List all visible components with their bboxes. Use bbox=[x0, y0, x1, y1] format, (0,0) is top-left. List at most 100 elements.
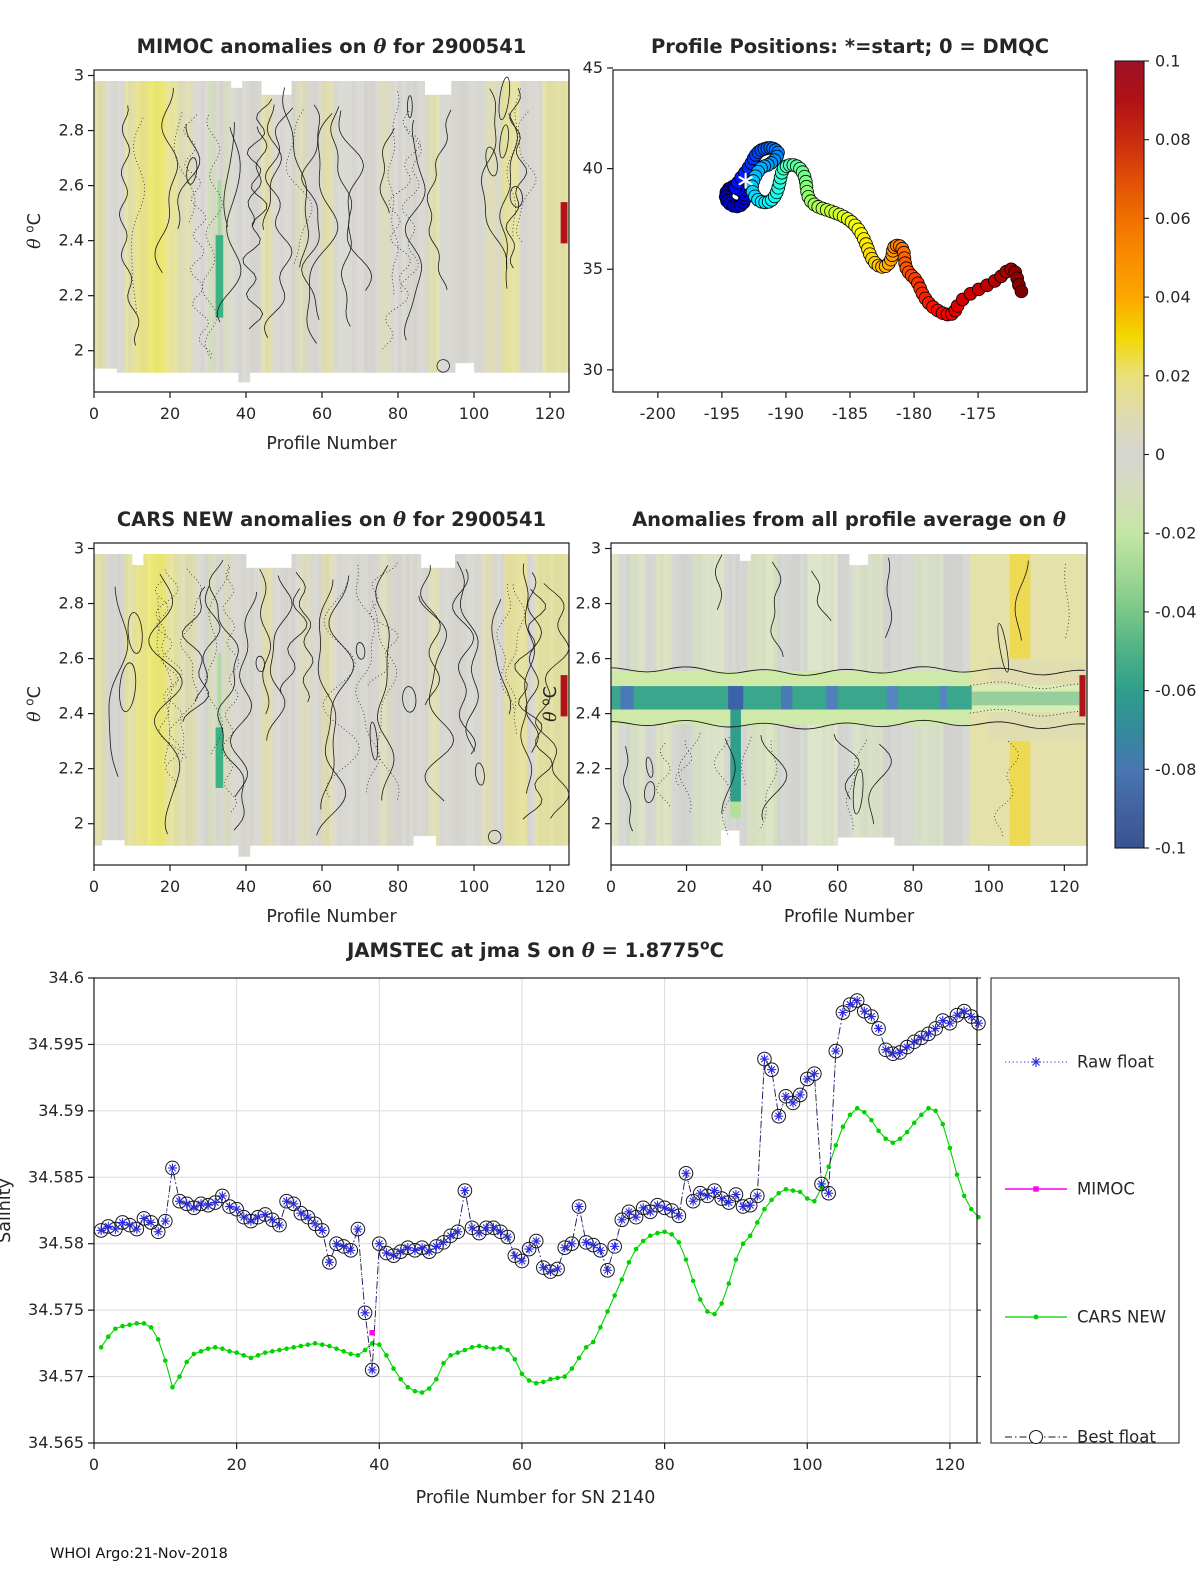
raw-float-asterisk bbox=[96, 1225, 106, 1236]
asterisk-stroke bbox=[539, 1263, 547, 1272]
x-tick-label: 0 bbox=[89, 1455, 99, 1474]
raw-float-asterisk bbox=[560, 1243, 570, 1253]
raw-float-asterisk bbox=[745, 1200, 755, 1210]
y-tick-label: 2.6 bbox=[59, 649, 84, 668]
raw-float-asterisk bbox=[816, 1179, 827, 1189]
raw-float-asterisk bbox=[331, 1239, 342, 1249]
x-tick-label: 100 bbox=[459, 404, 490, 423]
contour-solid bbox=[535, 583, 570, 819]
contour-blob bbox=[852, 768, 864, 815]
heat-col bbox=[101, 81, 106, 369]
asterisk-stroke bbox=[111, 1225, 120, 1233]
asterisk-stroke bbox=[760, 1055, 769, 1063]
cars-new-dot bbox=[954, 1172, 960, 1177]
contour-blob bbox=[498, 76, 511, 121]
contour-solid bbox=[514, 588, 553, 820]
asterisk-stroke bbox=[874, 1024, 883, 1033]
heat-overlay bbox=[781, 686, 793, 710]
cars-new-dot bbox=[398, 1376, 403, 1382]
heat-col bbox=[420, 567, 425, 837]
heat-col bbox=[143, 554, 148, 846]
cars-new-dot bbox=[441, 1360, 446, 1366]
heat-col bbox=[458, 81, 463, 364]
asterisk-stroke bbox=[632, 1213, 640, 1221]
heat-col bbox=[428, 94, 433, 373]
raw-float-asterisk bbox=[923, 1029, 934, 1039]
heat-col bbox=[352, 81, 357, 373]
y-tick-label: 34.58 bbox=[38, 1234, 84, 1253]
contour-solid bbox=[118, 105, 140, 346]
heat-overlay bbox=[728, 686, 744, 710]
heat-col bbox=[542, 554, 547, 846]
contour-blob bbox=[255, 655, 266, 673]
cars-new-dot bbox=[284, 1346, 289, 1351]
x-tick-label: 40 bbox=[752, 877, 772, 896]
heat-col bbox=[284, 567, 289, 846]
heat-col bbox=[208, 81, 213, 373]
cars-new-dot bbox=[184, 1359, 190, 1365]
legend-label-mimoc: MIMOC bbox=[1077, 1180, 1135, 1199]
heat-col bbox=[139, 565, 144, 846]
heat-col bbox=[470, 554, 475, 846]
asterisk-stroke bbox=[261, 1210, 269, 1219]
contour-solid bbox=[505, 88, 528, 269]
raw-float-asterisk bbox=[959, 1006, 969, 1016]
cars-new-dot bbox=[762, 1206, 767, 1212]
cars-new-dot bbox=[640, 1238, 646, 1244]
best-float-circle bbox=[350, 1221, 366, 1237]
cars-new-dot bbox=[362, 1347, 368, 1353]
raw-float-asterisk bbox=[246, 1216, 256, 1226]
contour-dotted bbox=[380, 110, 421, 352]
contour-solid bbox=[316, 575, 355, 836]
heat-col bbox=[375, 81, 380, 373]
raw-float-asterisk bbox=[545, 1267, 556, 1277]
heat-col bbox=[531, 554, 536, 846]
cars-new-dot bbox=[505, 1347, 510, 1353]
raw-float-asterisk bbox=[952, 1010, 962, 1020]
best-float-circle bbox=[500, 1229, 515, 1245]
heat-col bbox=[420, 81, 425, 373]
raw-float-asterisk bbox=[224, 1201, 235, 1212]
heat-col bbox=[170, 81, 175, 373]
heat-col bbox=[538, 554, 543, 846]
heat-col bbox=[417, 81, 422, 373]
heat-col bbox=[470, 81, 475, 364]
raw-float-asterisk bbox=[873, 1023, 884, 1034]
raw-float-asterisk bbox=[717, 1193, 727, 1204]
raw-float-asterisk bbox=[752, 1191, 762, 1201]
contour-dotted bbox=[655, 742, 672, 809]
heat-col bbox=[109, 81, 114, 369]
asterisk-stroke bbox=[625, 1208, 633, 1216]
asterisk-stroke bbox=[910, 1038, 918, 1046]
heat-col bbox=[211, 81, 216, 373]
cars-new-dot bbox=[205, 1346, 211, 1351]
heat-col bbox=[508, 81, 513, 373]
cars-new-dot bbox=[697, 1297, 703, 1302]
raw-float-asterisk bbox=[167, 1163, 178, 1173]
raw-float-asterisk bbox=[274, 1220, 285, 1230]
heat-col bbox=[246, 567, 251, 857]
heat-col bbox=[242, 81, 247, 383]
cars-new-dot bbox=[191, 1351, 197, 1357]
heat-col bbox=[162, 554, 167, 846]
cars-new-dot bbox=[947, 1145, 953, 1151]
heat-columns bbox=[94, 81, 570, 383]
heat-col bbox=[192, 81, 197, 373]
heat-col bbox=[151, 554, 156, 846]
contour-solid bbox=[338, 110, 373, 291]
asterisk-stroke bbox=[946, 1019, 954, 1027]
x-tick-label: 40 bbox=[369, 1455, 389, 1474]
contour-solid bbox=[295, 571, 314, 703]
heat-col bbox=[249, 81, 254, 373]
colorbar-tick-label: 0.02 bbox=[1155, 366, 1191, 385]
contour-dotted bbox=[845, 739, 868, 831]
asterisk-stroke bbox=[725, 1198, 733, 1207]
raw-float-asterisk bbox=[417, 1243, 427, 1253]
raw-float-asterisk bbox=[453, 1227, 463, 1237]
raw-float-asterisk bbox=[139, 1213, 149, 1224]
best-float-circle bbox=[607, 1239, 622, 1254]
heat-col bbox=[287, 94, 292, 373]
contour-solid bbox=[491, 599, 512, 715]
contour-dotted bbox=[993, 740, 1020, 837]
heat-col bbox=[329, 81, 334, 373]
